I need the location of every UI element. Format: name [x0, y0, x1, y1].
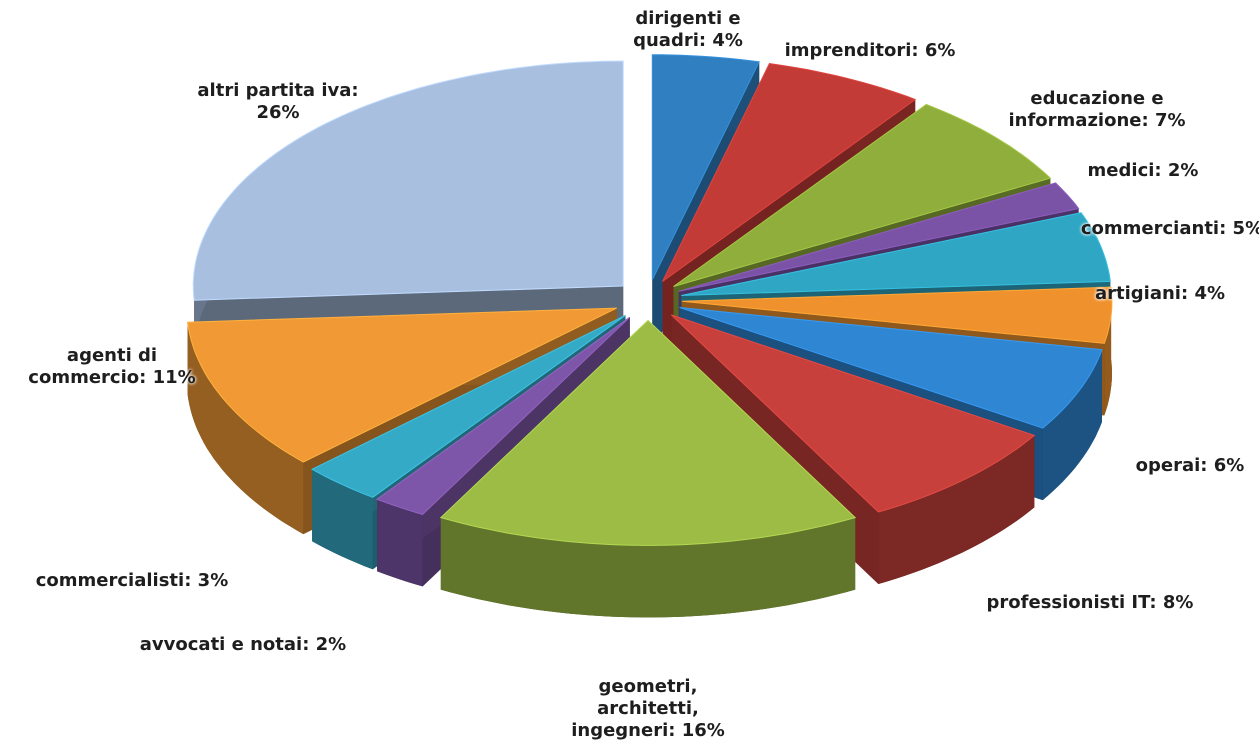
slice-top [187, 307, 618, 463]
slice-top [375, 316, 631, 515]
slice-top [679, 307, 1103, 429]
slice-side [377, 317, 630, 572]
slice-wall [878, 435, 1035, 584]
slice-wall [187, 322, 304, 535]
slice-label: operai: 6% [1135, 455, 1245, 476]
slice-label: agenti di commercio: 11% [28, 345, 196, 388]
slice-label: geometri, architetti, ingegneri: 16% [571, 676, 725, 741]
slice-top [439, 319, 857, 546]
slice-wall [377, 499, 423, 587]
slice-wall [1042, 349, 1102, 501]
slice-top [681, 286, 1113, 344]
slice-top [678, 182, 1080, 292]
slice [439, 319, 857, 618]
slice-label: educazione e informazione: 7% [1008, 88, 1186, 131]
slice-label: commercialisti: 3% [35, 570, 229, 591]
slice-label: imprenditori: 6% [784, 40, 956, 61]
slice-top [673, 103, 1052, 287]
slice-label: commercianti: 5% [1080, 218, 1259, 239]
slice-label: medici: 2% [1087, 160, 1199, 181]
slice-top [651, 54, 760, 281]
slice-wall [312, 469, 373, 570]
slice-label: altri partita iva: 26% [197, 80, 359, 123]
slice-top [662, 63, 917, 282]
slice-wall [1104, 287, 1112, 416]
slice-top [681, 212, 1111, 296]
slice-label: avvocati e notai: 2% [139, 634, 347, 655]
slice-top [192, 60, 624, 301]
slice-label: professionisti IT: 8% [986, 592, 1194, 613]
slice-top [670, 314, 1036, 513]
slice-label: artigiani: 4% [1094, 283, 1226, 304]
slice-label: dirigenti e quadri: 4% [633, 8, 743, 51]
slice-wall [440, 517, 856, 618]
slice-top [311, 314, 626, 498]
